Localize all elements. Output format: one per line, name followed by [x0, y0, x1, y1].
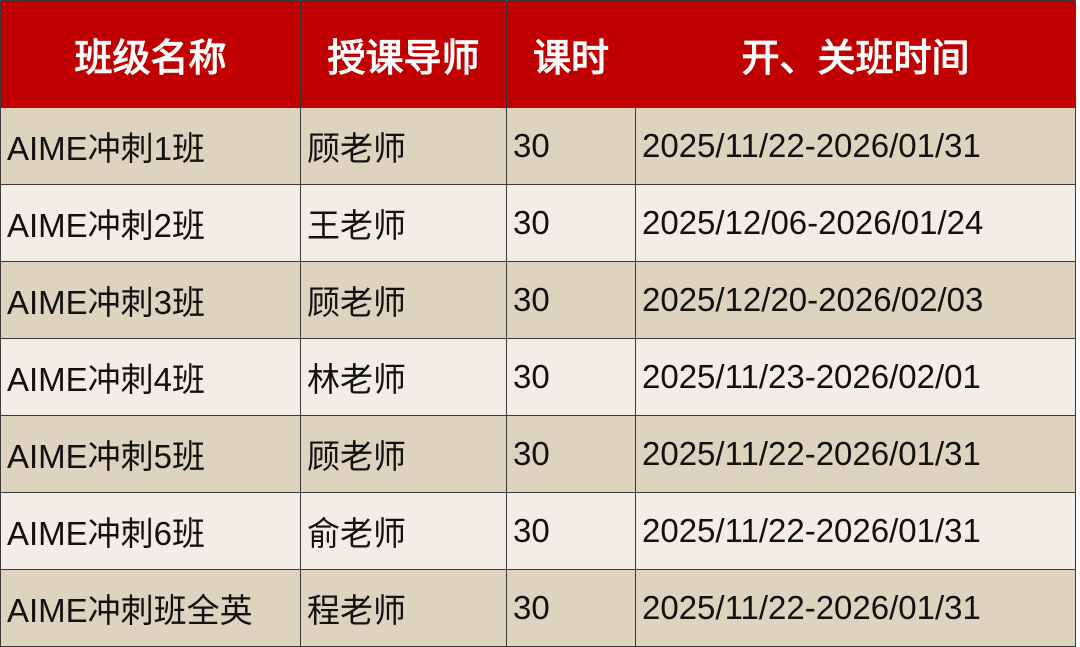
table-row: AIME冲刺2班 王老师 30 2025/12/06-2026/01/24 — [0, 184, 1076, 262]
table-cell: AIME冲刺1班 — [0, 107, 301, 185]
table-cell: AIME冲刺5班 — [0, 415, 301, 493]
table-cell: 顾老师 — [300, 107, 507, 185]
table-cell: 顾老师 — [300, 261, 507, 339]
table-cell: 2025/11/23-2026/02/01 — [635, 338, 1076, 416]
table-cell: 2025/11/22-2026/01/31 — [635, 492, 1076, 570]
table-cell: 林老师 — [300, 338, 507, 416]
table-cell: 30 — [506, 338, 636, 416]
table-row: AIME冲刺班全英 程老师 30 2025/11/22-2026/01/31 — [0, 569, 1076, 647]
table-row: AIME冲刺6班 俞老师 30 2025/11/22-2026/01/31 — [0, 492, 1076, 570]
table-cell: 30 — [506, 184, 636, 262]
table-cell: 30 — [506, 107, 636, 185]
table-row: AIME冲刺4班 林老师 30 2025/11/23-2026/02/01 — [0, 338, 1076, 416]
table-cell: 2025/11/22-2026/01/31 — [635, 107, 1076, 185]
table-cell: 30 — [506, 569, 636, 647]
table-cell: AIME冲刺4班 — [0, 338, 301, 416]
table-cell: 2025/11/22-2026/01/31 — [635, 569, 1076, 647]
header-cell: 班级名称 — [0, 0, 301, 108]
table-cell: 程老师 — [300, 569, 507, 647]
table-cell: 30 — [506, 261, 636, 339]
table-cell: 2025/11/22-2026/01/31 — [635, 415, 1076, 493]
table-cell: 2025/12/20-2026/02/03 — [635, 261, 1076, 339]
header-cell: 授课导师 — [300, 0, 507, 108]
table-cell: 王老师 — [300, 184, 507, 262]
table-cell: AIME冲刺2班 — [0, 184, 301, 262]
header-cell: 课时 — [506, 0, 636, 108]
table-cell: AIME冲刺班全英 — [0, 569, 301, 647]
table-cell: 30 — [506, 492, 636, 570]
table-cell: 顾老师 — [300, 415, 507, 493]
table-cell: AIME冲刺6班 — [0, 492, 301, 570]
table-cell: 30 — [506, 415, 636, 493]
table-cell: 2025/12/06-2026/01/24 — [635, 184, 1076, 262]
table-cell: 俞老师 — [300, 492, 507, 570]
header-row: 班级名称 授课导师 课时 开、关班时间 — [0, 0, 1076, 108]
table-row: AIME冲刺1班 顾老师 30 2025/11/22-2026/01/31 — [0, 107, 1076, 185]
header-cell: 开、关班时间 — [635, 0, 1076, 108]
table-row: AIME冲刺5班 顾老师 30 2025/11/22-2026/01/31 — [0, 415, 1076, 493]
table-row: AIME冲刺3班 顾老师 30 2025/12/20-2026/02/03 — [0, 261, 1076, 339]
table-cell: AIME冲刺3班 — [0, 261, 301, 339]
